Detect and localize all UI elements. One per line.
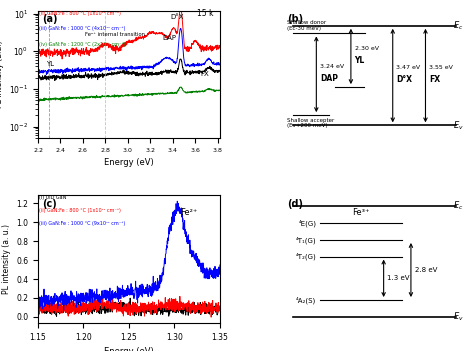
Text: Fe²⁺: Fe²⁺: [180, 207, 197, 217]
Text: ⁴A₂(S): ⁴A₂(S): [296, 296, 316, 304]
Text: (c): (c): [42, 199, 57, 209]
Text: (i) UID GaN: (i) UID GaN: [39, 196, 66, 200]
Text: 3.24 eV: 3.24 eV: [320, 64, 344, 69]
Text: 3.55 eV: 3.55 eV: [429, 65, 453, 70]
Text: D°X: D°X: [171, 14, 184, 20]
Text: $E_v$: $E_v$: [453, 119, 464, 132]
Text: 1.3 eV: 1.3 eV: [387, 275, 410, 281]
Text: Fe³⁺: Fe³⁺: [352, 207, 370, 217]
Text: (ii) GaN:Fe : 800 °C (1x10¹¹ cm⁻³): (ii) GaN:Fe : 800 °C (1x10¹¹ cm⁻³): [39, 208, 121, 213]
Text: 2.8 eV: 2.8 eV: [415, 267, 437, 273]
Text: (iii) GaN:Fe : 1000 °C (4x10¹¹ cm⁻³): (iii) GaN:Fe : 1000 °C (4x10¹¹ cm⁻³): [39, 26, 125, 31]
Text: $E_c$: $E_c$: [453, 199, 463, 212]
Text: YL: YL: [46, 61, 54, 67]
Text: (a): (a): [42, 14, 57, 24]
Text: $E_c$: $E_c$: [453, 20, 463, 32]
Text: ⁴T₂(G): ⁴T₂(G): [295, 253, 316, 260]
Text: FX: FX: [201, 71, 209, 77]
X-axis label: Energy (eV): Energy (eV): [104, 347, 154, 351]
Text: 2.30 eV: 2.30 eV: [354, 46, 379, 51]
Text: (ii) GaN:Fe : 800 °C (1x10¹¹ cm⁻³): (ii) GaN:Fe : 800 °C (1x10¹¹ cm⁻³): [39, 11, 121, 15]
Text: (iii) GaN:Fe : 1000 °C (9x10¹¹ cm⁻³): (iii) GaN:Fe : 1000 °C (9x10¹¹ cm⁻³): [39, 221, 125, 226]
Text: $E_v$: $E_v$: [453, 310, 464, 323]
Text: ⁴T₁(G): ⁴T₁(G): [296, 236, 316, 244]
Text: (d): (d): [287, 199, 303, 209]
Text: YL: YL: [354, 56, 365, 65]
Y-axis label: PL intensity (a. u.): PL intensity (a. u.): [1, 224, 10, 294]
Text: Fe²⁺ internal transition: Fe²⁺ internal transition: [85, 32, 145, 37]
Text: (iv) GaN:Fe : 1200 °C (2x10¹¹ cm⁻³): (iv) GaN:Fe : 1200 °C (2x10¹¹ cm⁻³): [39, 42, 125, 47]
Text: DAP: DAP: [162, 35, 177, 41]
Y-axis label: PL intensity (a.u.): PL intensity (a.u.): [0, 40, 4, 108]
Text: 3.47 eV: 3.47 eV: [396, 65, 420, 70]
Text: D°X: D°X: [396, 75, 412, 84]
Text: FX: FX: [429, 75, 440, 84]
Text: ⁴E(G): ⁴E(G): [298, 220, 316, 227]
X-axis label: Energy (eV): Energy (eV): [104, 158, 154, 167]
Text: DAP: DAP: [320, 74, 338, 82]
Text: Shallow donor
(Ec-30 meV): Shallow donor (Ec-30 meV): [287, 20, 326, 31]
Text: Shallow accepter
(Ev+200 meV): Shallow accepter (Ev+200 meV): [287, 118, 334, 128]
Text: (b): (b): [287, 14, 304, 24]
Text: 15 k: 15 k: [198, 9, 214, 18]
